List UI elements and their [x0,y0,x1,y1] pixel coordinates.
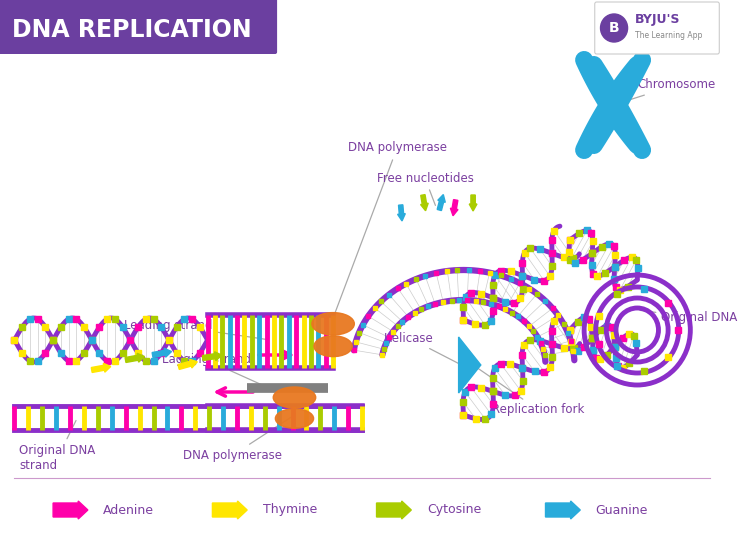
Text: Adenine: Adenine [104,504,154,516]
FancyArrow shape [92,364,111,373]
Text: B: B [609,21,619,35]
FancyBboxPatch shape [595,2,719,54]
Text: Lagging strand: Lagging strand [162,353,278,392]
Polygon shape [458,337,481,393]
Text: Replication fork: Replication fork [476,367,585,416]
FancyArrow shape [178,359,197,369]
Text: Original DNA: Original DNA [640,310,737,325]
FancyArrow shape [398,205,405,221]
Circle shape [601,14,628,42]
FancyArrow shape [451,200,458,216]
Text: Free nucleotides: Free nucleotides [376,172,473,205]
FancyArrow shape [53,501,88,519]
Ellipse shape [312,312,354,335]
FancyArrow shape [545,501,580,519]
Ellipse shape [275,409,314,428]
FancyArrow shape [376,501,411,519]
Text: Cytosine: Cytosine [427,504,481,516]
Text: DNA polymerase: DNA polymerase [184,416,292,462]
Text: The Learning App: The Learning App [635,31,703,41]
FancyArrow shape [152,348,172,358]
Text: BYJU'S: BYJU'S [635,13,681,27]
FancyBboxPatch shape [0,0,277,54]
FancyArrow shape [212,501,248,519]
FancyArrow shape [421,195,428,211]
Text: DNA polymerase: DNA polymerase [334,141,446,316]
FancyArrow shape [202,352,222,361]
Ellipse shape [314,336,352,357]
Ellipse shape [273,387,316,408]
Text: Helicase: Helicase [384,332,459,364]
Text: Leading strand: Leading strand [124,319,268,340]
Text: Chromosome: Chromosome [616,78,716,104]
Text: Original DNA
strand: Original DNA strand [20,421,95,472]
Text: DNA REPLICATION: DNA REPLICATION [11,18,251,42]
Text: Guanine: Guanine [596,504,648,516]
FancyArrow shape [470,195,477,211]
FancyArrow shape [437,195,446,211]
FancyArrow shape [125,353,145,362]
Text: Thymine: Thymine [262,504,316,516]
